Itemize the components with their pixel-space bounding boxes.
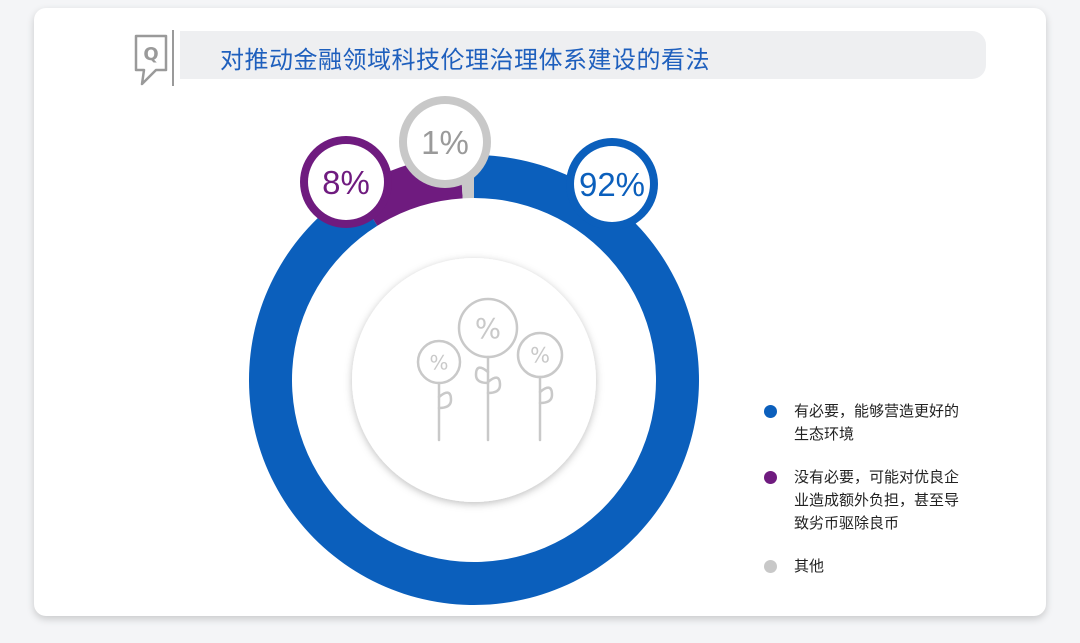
label-necessary: 92% [579,166,645,203]
legend-label: 致劣币驱除良币 [794,514,900,532]
legend-label: 没有必要，可能对优良企 [794,468,960,486]
legend-item-unnecessary: 没有必要，可能对优良企 业造成额外负担，甚至导 致劣币驱除良币 [764,466,1004,535]
label-necessary-bg [574,146,650,222]
title-bar: 对推动金融领域科技伦理治理体系建设的看法 [180,31,986,79]
label-unnecessary: 8% [322,164,370,201]
legend-dot [764,471,777,484]
svg-text:Q: Q [143,44,158,65]
legend-dot [764,560,777,573]
label-unnecessary-bg [308,144,384,220]
legend-label: 生态环境 [794,425,855,443]
legend: 有必要，能够营造更好的 生态环境没有必要，可能对优良企 业造成额外负担，甚至导 致劣币… [764,400,1004,598]
legend-item-other: 其他 [764,555,1004,578]
percent-flowers-icon: %%% [416,297,564,442]
svg-text:%: % [530,344,550,368]
title-divider [172,30,174,86]
label-other-bg [407,104,483,180]
question-bubble-icon: Q [134,34,168,86]
legend-label: 其他 [794,557,825,575]
center-circle [352,258,596,502]
legend-dot [764,405,777,418]
legend-label: 有必要，能够营造更好的 [794,402,960,420]
legend-label: 业造成额外负担，甚至导 [794,491,960,509]
chart-title: 对推动金融领域科技伦理治理体系建设的看法 [220,46,710,74]
svg-text:%: % [430,350,449,374]
label-other: 1% [421,124,469,161]
svg-text:%: % [475,313,501,345]
legend-item-necessary: 有必要，能够营造更好的 生态环境 [764,400,1004,446]
